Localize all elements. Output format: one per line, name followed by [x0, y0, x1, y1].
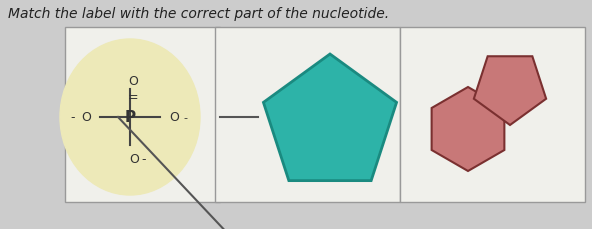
Text: O: O — [169, 111, 179, 124]
Bar — [400, 28, 585, 202]
Text: P: P — [124, 110, 136, 125]
Bar — [65, 28, 220, 202]
Text: O: O — [128, 75, 138, 88]
Text: Match the label with the correct part of the nucleotide.: Match the label with the correct part of… — [8, 7, 389, 21]
Text: =: = — [128, 91, 139, 104]
Text: -: - — [71, 111, 75, 124]
Text: -: - — [183, 112, 187, 123]
Polygon shape — [474, 57, 546, 125]
Text: O: O — [81, 111, 91, 124]
Ellipse shape — [60, 40, 200, 195]
Bar — [215, 28, 400, 202]
Polygon shape — [432, 88, 504, 171]
Polygon shape — [263, 55, 397, 181]
Text: O: O — [129, 153, 139, 166]
Text: -: - — [141, 153, 146, 166]
